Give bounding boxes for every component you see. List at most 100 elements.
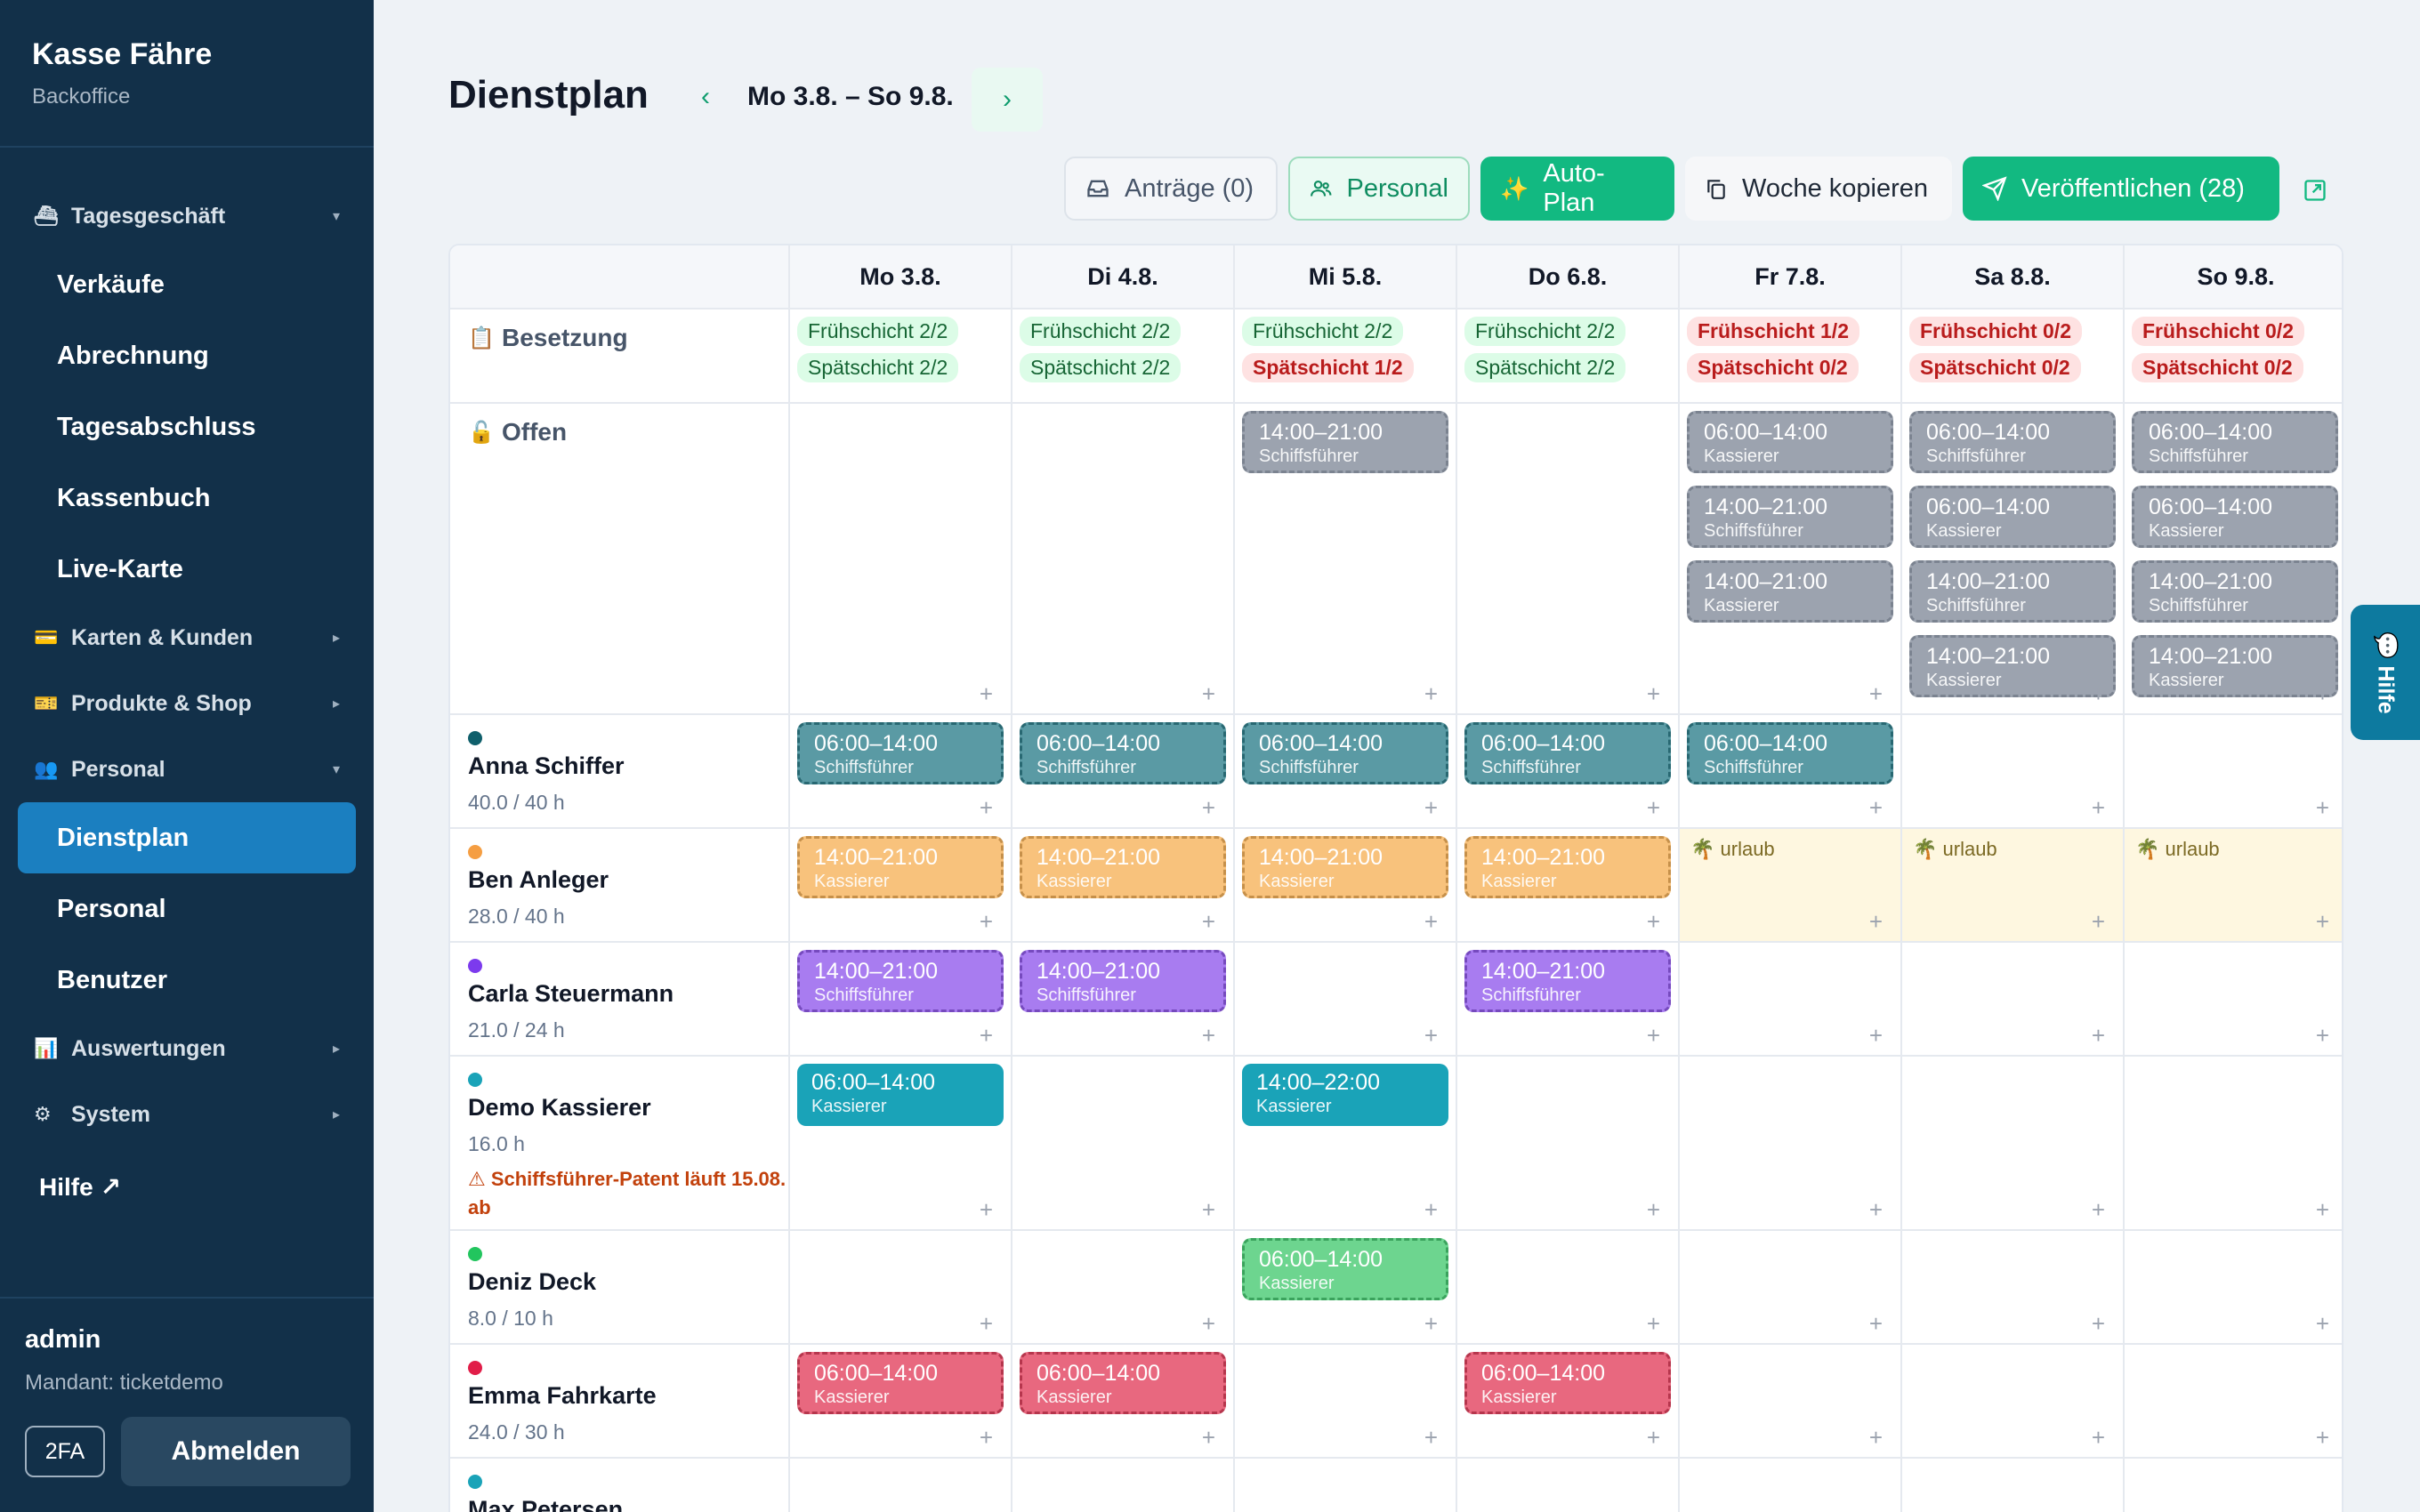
open-shift[interactable]: 06:00–14:00 Schiffsführer <box>2132 411 2338 473</box>
add-shift-icon[interactable]: + <box>1646 908 1660 935</box>
logout-button[interactable]: Abmelden <box>121 1417 351 1486</box>
nav-group-5[interactable]: ⚙ System ▸ <box>0 1082 374 1147</box>
shift-block[interactable]: 06:00–14:00 Schiffsführer <box>1242 722 1448 784</box>
add-shift-icon[interactable]: + <box>1868 1022 1883 1049</box>
day-cell[interactable]: 🌴 urlaub + <box>2125 829 2342 941</box>
day-cell[interactable] <box>790 1459 1012 1512</box>
nav-group-3[interactable]: 👥 Personal ▾ <box>0 736 374 802</box>
day-cell[interactable]: + <box>2125 1057 2342 1229</box>
employee-name[interactable]: Max Petersen <box>468 1496 624 1512</box>
employee-name[interactable]: Deniz Deck <box>468 1268 597 1295</box>
day-cell[interactable]: 06:00–14:00 Kassierer + <box>1457 1345 1680 1457</box>
sidebar-item[interactable]: Verkäufe <box>57 269 165 299</box>
day-cell[interactable]: 06:00–14:00 Kassierer + <box>1012 1345 1235 1457</box>
shift-block[interactable]: 06:00–14:00 Kassierer <box>797 1064 1004 1126</box>
sidebar-item[interactable]: Dienstplan <box>18 802 356 873</box>
add-shift-icon[interactable]: + <box>2315 680 2329 707</box>
add-shift-icon[interactable]: + <box>1201 794 1215 821</box>
sidebar-item[interactable]: Personal <box>57 894 166 923</box>
day-cell[interactable] <box>1902 1459 2125 1512</box>
day-cell[interactable]: + <box>1680 1057 1902 1229</box>
open-shift[interactable]: 14:00–21:00 Kassierer <box>2132 635 2338 697</box>
publish-button[interactable]: Veröffentlichen (28) <box>1963 157 2279 221</box>
employee-name[interactable]: Demo Kassierer <box>468 1094 651 1121</box>
add-shift-icon[interactable]: + <box>1646 1196 1660 1223</box>
day-cell[interactable]: + <box>1902 943 2125 1055</box>
day-cell[interactable] <box>1012 1459 1235 1512</box>
add-shift-icon[interactable]: + <box>1646 1310 1660 1337</box>
employee-name[interactable]: Carla Steuermann <box>468 980 674 1007</box>
add-shift-icon[interactable]: + <box>1868 680 1883 707</box>
open-shift[interactable]: 06:00–14:00 Schiffsführer <box>1909 411 2116 473</box>
day-cell[interactable]: 06:00–14:00 Kassierer + <box>790 1345 1012 1457</box>
day-cell[interactable]: 14:00–21:00 Kassierer + <box>1012 829 1235 941</box>
add-shift-icon[interactable]: + <box>979 1424 993 1451</box>
day-cell[interactable]: 06:00–14:00 Kassierer + <box>790 1057 1012 1229</box>
shift-block[interactable]: 14:00–21:00 Kassierer <box>1020 836 1226 898</box>
shift-block[interactable]: 14:00–21:00 Schiffsführer <box>797 950 1004 1012</box>
day-cell[interactable]: + <box>1680 943 1902 1055</box>
add-shift-icon[interactable]: + <box>1868 908 1883 935</box>
add-shift-icon[interactable]: + <box>1201 1310 1215 1337</box>
sidebar-item[interactable]: Benutzer <box>57 965 168 994</box>
add-shift-icon[interactable]: + <box>979 908 993 935</box>
day-cell[interactable]: 14:00–21:00 Kassierer + <box>790 829 1012 941</box>
add-shift-icon[interactable]: + <box>2315 1022 2329 1049</box>
shift-block[interactable]: 06:00–14:00 Kassierer <box>797 1352 1004 1414</box>
autoplan-button[interactable]: ✨ Auto-Plan <box>1480 157 1674 221</box>
day-cell[interactable]: 06:00–14:00 Schiffsführer + <box>1457 715 1680 827</box>
day-cell[interactable]: + <box>1457 1057 1680 1229</box>
add-shift-icon[interactable]: + <box>1646 680 1660 707</box>
open-shift[interactable]: 14:00–21:00 Schiffsführer <box>1909 560 2116 623</box>
shift-block[interactable]: 06:00–14:00 Kassierer <box>1242 1238 1448 1300</box>
add-shift-icon[interactable]: + <box>2091 1196 2105 1223</box>
day-cell[interactable]: + <box>1902 1231 2125 1343</box>
day-cell[interactable]: + <box>1680 1345 1902 1457</box>
add-shift-icon[interactable]: + <box>1201 1022 1215 1049</box>
add-shift-icon[interactable]: + <box>1424 1022 1438 1049</box>
sidebar-item[interactable]: Kassenbuch <box>57 483 211 512</box>
day-cell[interactable] <box>1235 1459 1457 1512</box>
employee-name[interactable]: Emma Fahrkarte <box>468 1382 657 1409</box>
day-cell[interactable]: 14:00–21:00 Kassierer + <box>1235 829 1457 941</box>
open-shift[interactable]: 14:00–21:00 Schiffsführer <box>1687 486 1893 548</box>
twofa-button[interactable]: 2FA <box>25 1426 105 1477</box>
add-shift-icon[interactable]: + <box>979 1196 993 1223</box>
shift-block[interactable]: 14:00–21:00 Kassierer <box>1242 836 1448 898</box>
day-cell[interactable]: + <box>1902 1057 2125 1229</box>
sidebar-item[interactable]: Abrechnung <box>57 341 209 370</box>
day-cell[interactable]: 14:00–21:00 Schiffsführer + <box>790 943 1012 1055</box>
personal-button[interactable]: Personal <box>1288 157 1470 221</box>
add-shift-icon[interactable]: + <box>2315 1424 2329 1451</box>
day-cell[interactable]: 🌴 urlaub + <box>1680 829 1902 941</box>
next-week-button[interactable]: › <box>972 68 1043 132</box>
add-shift-icon[interactable]: + <box>979 680 993 707</box>
add-shift-icon[interactable]: + <box>1424 908 1438 935</box>
add-shift-icon[interactable]: + <box>1201 680 1215 707</box>
add-shift-icon[interactable]: + <box>979 1310 993 1337</box>
nav-group-1[interactable]: 💳 Karten & Kunden ▸ <box>0 605 374 671</box>
add-shift-icon[interactable]: + <box>1646 1424 1660 1451</box>
help-link[interactable]: Hilfe ↗ <box>39 1173 121 1201</box>
add-shift-icon[interactable]: + <box>1868 1424 1883 1451</box>
day-cell[interactable]: + <box>1902 715 2125 827</box>
open-shift[interactable]: 14:00–21:00 Schiffsführer <box>1242 411 1448 473</box>
add-shift-icon[interactable]: + <box>1646 794 1660 821</box>
day-cell[interactable]: + <box>1902 1345 2125 1457</box>
day-cell[interactable]: 🌴 urlaub + <box>1902 829 2125 941</box>
add-shift-icon[interactable]: + <box>2091 1310 2105 1337</box>
shift-block[interactable]: 06:00–14:00 Kassierer <box>1020 1352 1226 1414</box>
employee-name[interactable]: Anna Schiffer <box>468 752 625 779</box>
day-cell[interactable]: 06:00–14:00 Schiffsführer + <box>1012 715 1235 827</box>
open-shift[interactable]: 14:00–21:00 Kassierer <box>1687 560 1893 623</box>
day-cell[interactable]: + <box>1457 1231 1680 1343</box>
shift-block[interactable]: 06:00–14:00 Schiffsführer <box>797 722 1004 784</box>
add-shift-icon[interactable]: + <box>1868 1310 1883 1337</box>
add-shift-icon[interactable]: + <box>979 794 993 821</box>
antraege-button[interactable]: Anträge (0) <box>1064 157 1278 221</box>
add-shift-icon[interactable]: + <box>1646 1022 1660 1049</box>
employee-name[interactable]: Ben Anleger <box>468 866 609 893</box>
add-shift-icon[interactable]: + <box>1424 680 1438 707</box>
add-shift-icon[interactable]: + <box>1201 908 1215 935</box>
copy-week-button[interactable]: Woche kopieren <box>1685 157 1952 221</box>
